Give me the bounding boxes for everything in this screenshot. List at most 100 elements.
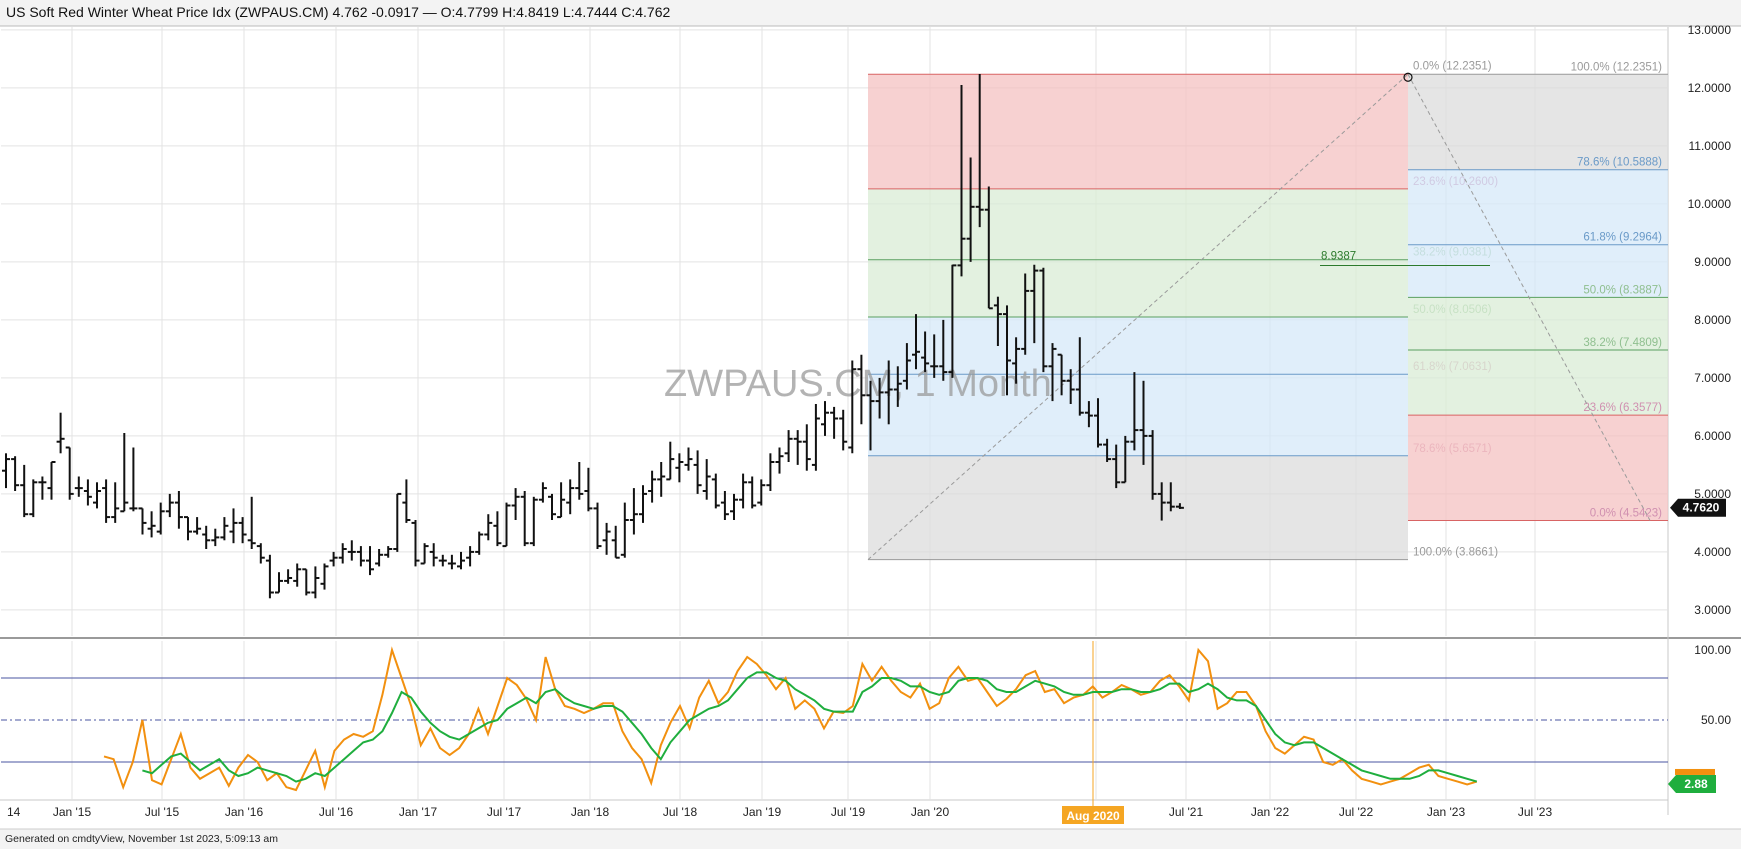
- ohlc-bar: [793, 430, 802, 465]
- x-tick-label: Jan '16: [225, 805, 264, 819]
- ohlc-bar: [1148, 430, 1157, 500]
- fib-left-zone: [868, 74, 1408, 189]
- y-tick-label: 4.0000: [1694, 545, 1731, 559]
- ohlc-bar: [484, 514, 493, 541]
- x-tick-label: Jan '17: [399, 805, 438, 819]
- ohlc-bar: [247, 496, 256, 549]
- ohlc-bar: [302, 568, 311, 596]
- ohlc-bar: [830, 406, 839, 439]
- ohlc-bar: [457, 551, 465, 570]
- ohlc-bar: [293, 563, 302, 587]
- fib-right-label: 0.0% (4.5423): [1590, 507, 1662, 519]
- y-tick-label: 8.0000: [1694, 313, 1731, 327]
- y-tick-label: 12.0000: [1688, 81, 1732, 95]
- ohlc-bar: [966, 157, 975, 262]
- ohlc-bar: [311, 566, 320, 599]
- ohlc-bar: [648, 470, 657, 503]
- fib-right-zone: [1408, 74, 1668, 170]
- ohlc-bars: [2, 73, 1184, 599]
- fib-left-label: 0.0% (12.2351): [1413, 60, 1492, 72]
- ohlc-bar: [748, 476, 757, 509]
- ohlc-bar: [1039, 267, 1048, 373]
- ohlc-bar: [402, 479, 411, 523]
- ohlc-bar: [493, 511, 502, 547]
- ohlc-bar: [912, 314, 920, 370]
- ohlc-bar: [548, 493, 556, 520]
- ohlc-bar: [1094, 398, 1102, 448]
- x-tick-label: Jan '15: [53, 805, 92, 819]
- ohlc-bar: [229, 508, 238, 544]
- ohlc-bar: [711, 473, 720, 509]
- ohlc-bar: [366, 546, 374, 576]
- ohlc-bar: [575, 462, 584, 500]
- osc-y-tick-label: 50.00: [1701, 713, 1731, 727]
- ohlc-bar: [902, 343, 911, 390]
- x-tick-label: Jan '19: [743, 805, 782, 819]
- ohlc-bar: [156, 502, 165, 535]
- ohlc-bar: [83, 479, 92, 506]
- fib-right-zone: [1408, 415, 1668, 521]
- x-tick-label: Jul '15: [145, 805, 180, 819]
- ohlc-bar: [893, 366, 902, 407]
- ohlc-bar: [1121, 435, 1130, 484]
- annotation-level-label: 8.9387: [1321, 250, 1356, 262]
- x-tick-label: Jul '18: [663, 805, 698, 819]
- ohlc-bar: [202, 525, 211, 549]
- footer-text: Generated on cmdtyView, November 1st 202…: [5, 833, 278, 845]
- ohlc-bar: [866, 380, 875, 451]
- fib-left-zone: [868, 455, 1408, 560]
- y-tick-label: 6.0000: [1694, 429, 1731, 443]
- ohlc-bar: [948, 264, 957, 378]
- ohlc-bar: [1003, 305, 1011, 396]
- ohlc-bar: [147, 511, 156, 538]
- ohlc-bar: [138, 507, 147, 535]
- ohlc-bar: [475, 531, 484, 555]
- ohlc-bar: [420, 543, 429, 565]
- fib-right-zone: [1408, 169, 1668, 245]
- fib-left-label: 100.0% (3.8661): [1413, 547, 1498, 559]
- x-tick-label: Jul '21: [1169, 805, 1204, 819]
- ohlc-bar: [675, 453, 684, 483]
- ohlc-bar: [684, 447, 693, 471]
- ohlc-bar: [930, 334, 939, 378]
- crosshair-label-bg: [1062, 806, 1124, 824]
- ohlc-bar: [56, 412, 65, 454]
- fib-trend-line-down: [1407, 74, 1651, 521]
- ohlc-bar: [184, 516, 192, 541]
- ohlc-bar: [1130, 372, 1139, 451]
- ohlc-bar: [739, 473, 748, 509]
- ohlc-bar: [384, 546, 393, 558]
- fib-right-zone: [1408, 350, 1668, 416]
- ohlc-bar: [129, 447, 138, 512]
- ohlc-bar: [93, 482, 101, 509]
- ohlc-bar: [347, 540, 356, 561]
- ohlc-bar: [174, 491, 183, 529]
- ohlc-bar: [1157, 482, 1166, 521]
- y-tick-label: 5.0000: [1694, 487, 1731, 501]
- ohlc-bar: [111, 482, 120, 523]
- ohlc-bar: [693, 450, 702, 494]
- y-tick-label: 11.0000: [1689, 139, 1732, 153]
- ohlc-bar: [38, 476, 47, 500]
- ohlc-bar: [47, 461, 56, 500]
- ohlc-bar: [884, 360, 893, 425]
- ohlc-bar: [256, 543, 265, 564]
- ohlc-bar: [165, 493, 174, 518]
- ohlc-bar: [666, 441, 675, 481]
- ohlc-bar: [1012, 337, 1021, 384]
- ohlc-bar: [629, 488, 638, 535]
- ohlc-bar: [211, 528, 220, 547]
- osc-slow-line: [142, 671, 1478, 783]
- ohlc-bar: [29, 479, 38, 518]
- osc-last-value-tag: [1668, 774, 1716, 793]
- osc-fast-tag: [1675, 768, 1715, 775]
- ohlc-bar: [993, 296, 1002, 346]
- ohlc-bar: [766, 453, 775, 491]
- ohlc-bar: [1075, 337, 1084, 416]
- footer-bar: [0, 829, 1741, 849]
- fib-right-label: 78.6% (10.5888): [1577, 157, 1662, 169]
- fib-right-label: 61.8% (9.2964): [1583, 232, 1662, 244]
- x-tick-label: Jul '17: [487, 805, 522, 819]
- ohlc-bar: [1021, 273, 1030, 355]
- last-price-label: 4.7620: [1683, 501, 1720, 515]
